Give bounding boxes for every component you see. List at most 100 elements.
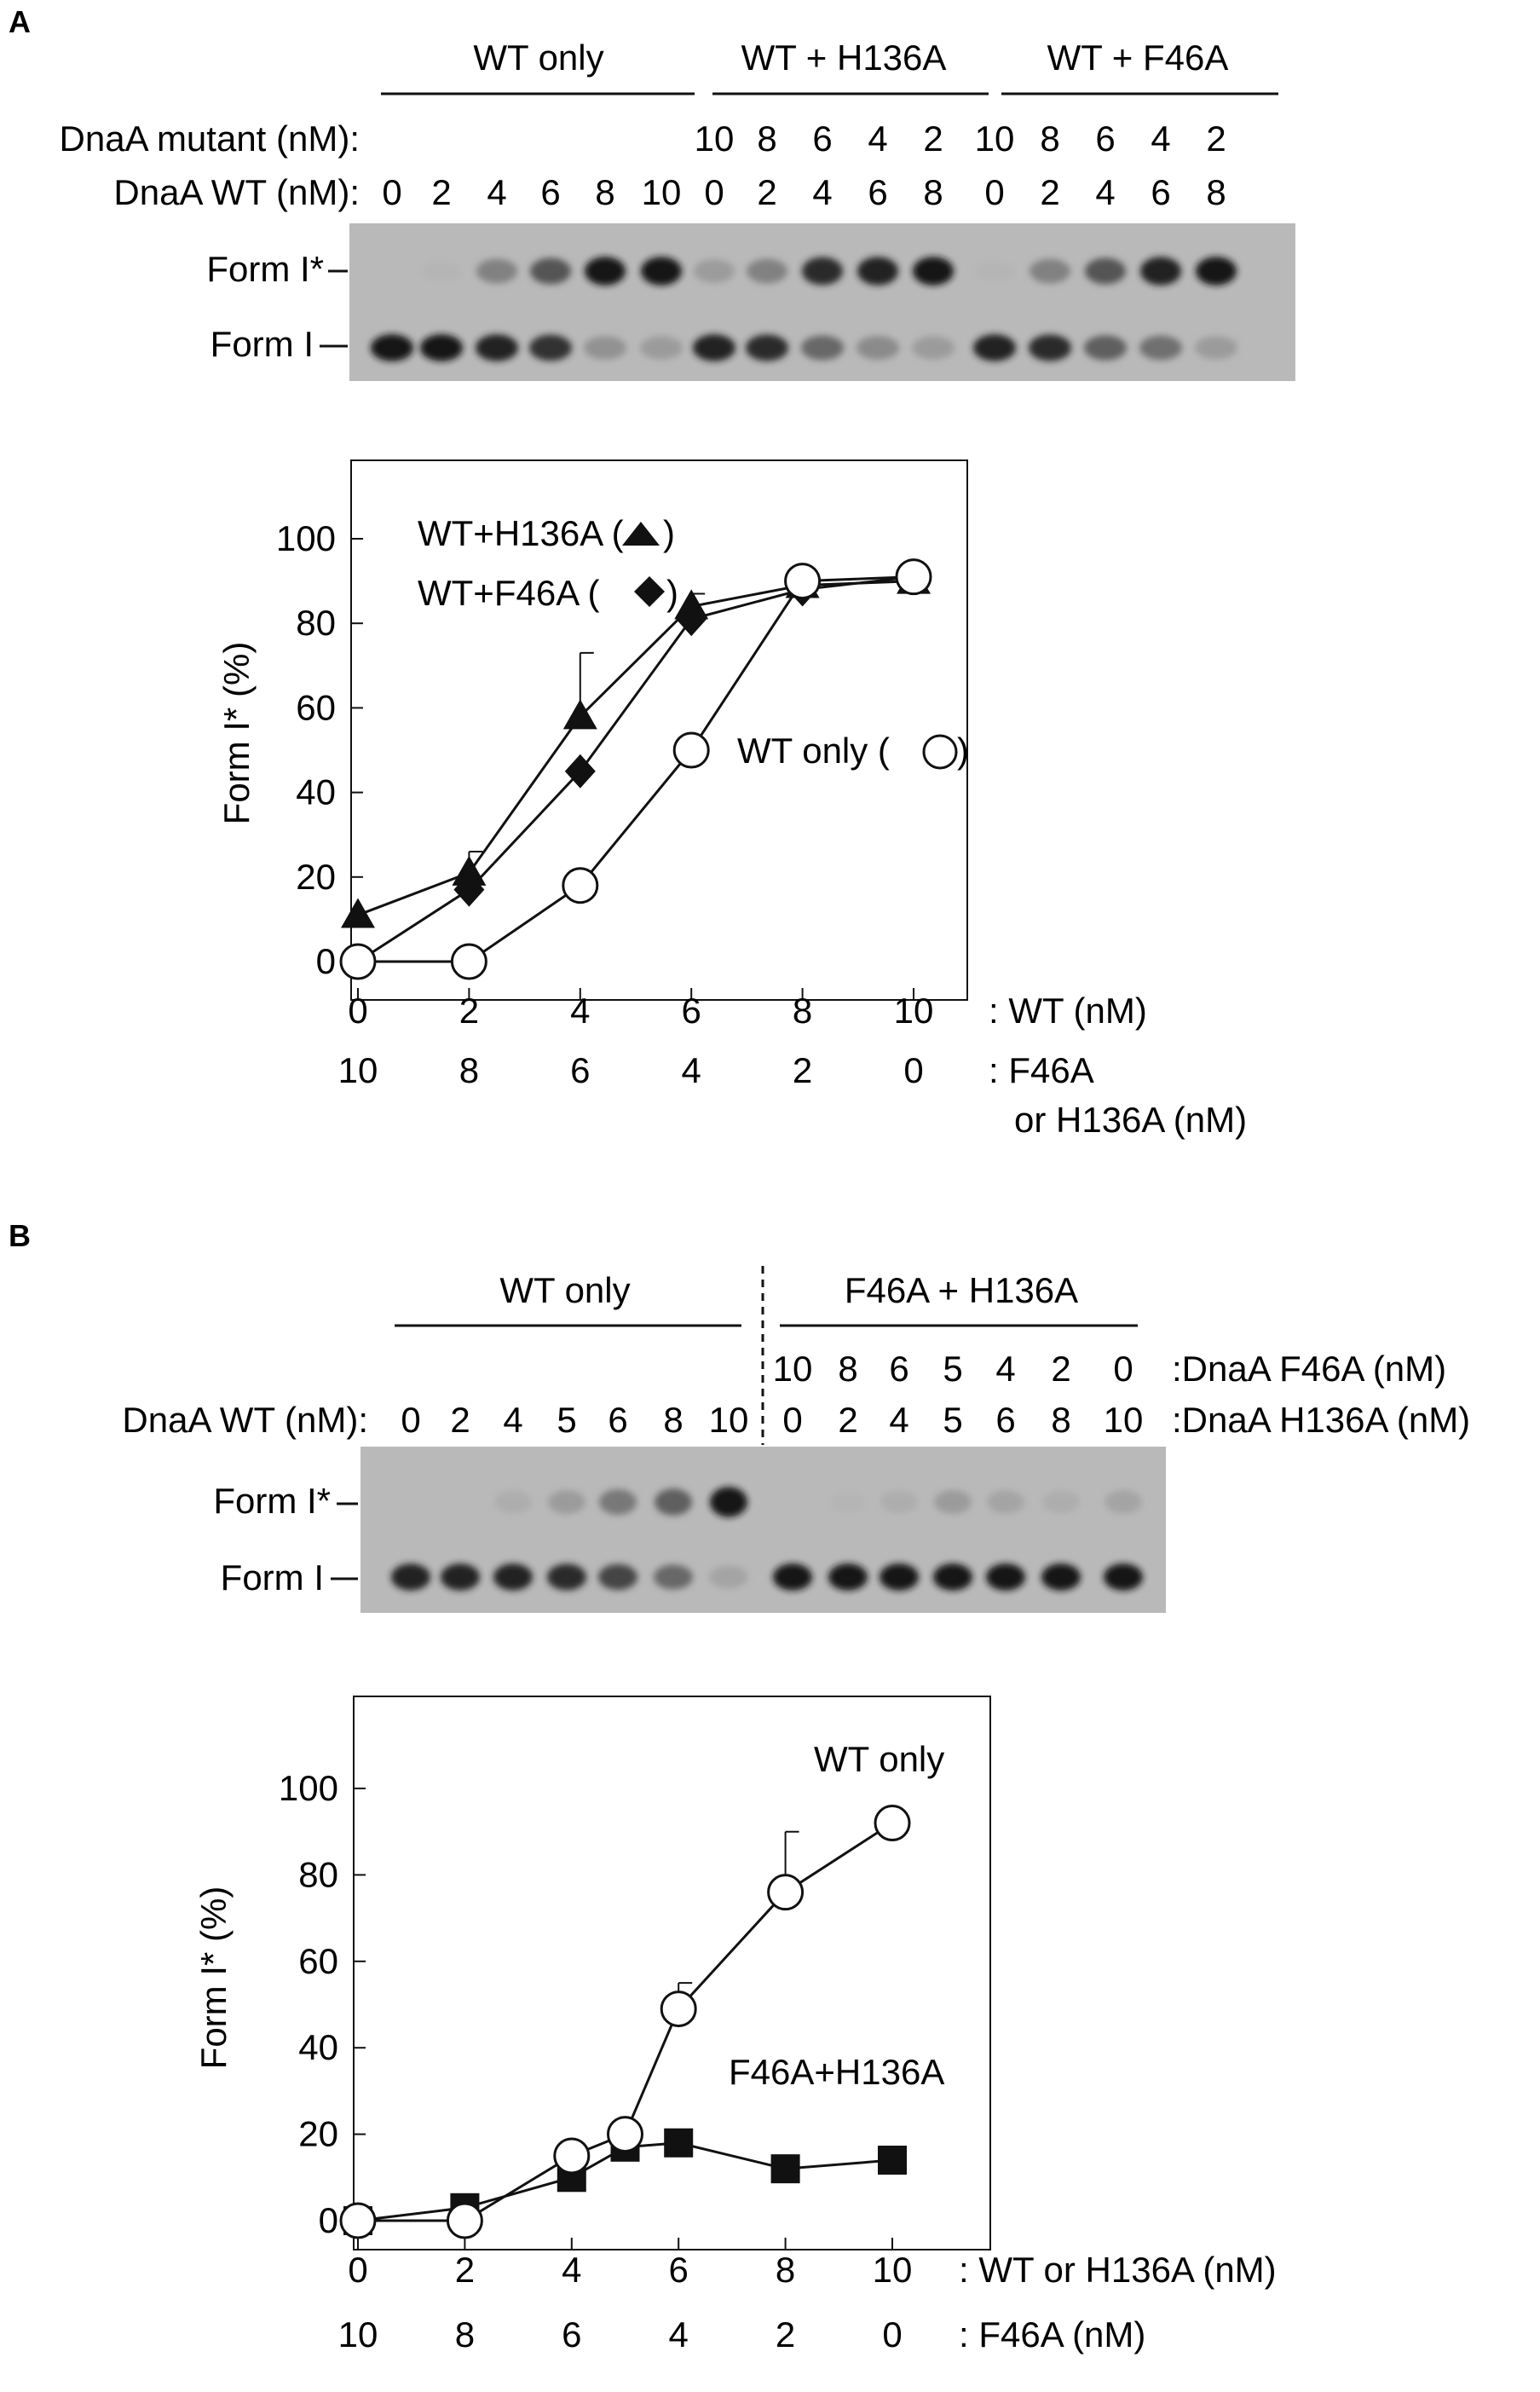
chart-b-ytick-label: 40	[298, 2027, 338, 2067]
gel-b-band-top-label: Form I*	[213, 1481, 331, 1521]
gel-b-h136a-value: 8	[1051, 1400, 1070, 1440]
chart-b-ytick-label: 80	[298, 1854, 338, 1894]
chart-a-xtick-label: 6	[682, 991, 701, 1031]
gel-b-band-form-i	[391, 1563, 430, 1591]
gel-b-band-form-i-star	[548, 1490, 585, 1514]
gel-b-band-form-i	[773, 1563, 812, 1591]
gel-a-band-form-i	[420, 334, 463, 361]
chart-a-point-diamond	[564, 754, 596, 789]
chart-b-ytick-label: 20	[298, 2114, 338, 2154]
chart-a-xtick-label-secondary: 4	[682, 1050, 701, 1090]
gel-b-h136a-value: 6	[995, 1400, 1015, 1440]
chart-b-xtick-label-secondary: 4	[669, 2314, 689, 2354]
chart-a-legend-wt-close: )	[957, 731, 969, 771]
gel-b-band-form-i	[933, 1563, 972, 1591]
gel-a-wt-value: 4	[1095, 172, 1115, 212]
gel-a-band-form-i	[801, 335, 844, 361]
chart-a-point-circle	[672, 731, 710, 769]
chart-b-point-square	[770, 2154, 800, 2184]
chart-b-ytick-label: 100	[279, 1768, 338, 1808]
gel-a-wt-value: 6	[868, 172, 887, 212]
gel-b-f46a-value: 8	[838, 1349, 857, 1389]
chart-a-xtick-label: 4	[570, 991, 590, 1031]
gel-b-band-form-i	[654, 1564, 693, 1590]
chart-a-xtick-label: 0	[348, 991, 367, 1031]
gel-b-h136a-value: 5	[943, 1400, 962, 1440]
chart-a-point-triangle	[341, 898, 375, 928]
chart-b-point-circle	[607, 2116, 643, 2153]
gel-b-f46a-value: 10	[773, 1349, 813, 1389]
gel-b-band-form-i-star	[494, 1490, 532, 1514]
chart-b-xtick-label: 0	[348, 2250, 367, 2290]
gel-a-band-form-i	[1139, 335, 1182, 361]
chart-a-point-circle	[784, 563, 822, 600]
gel-a-group-wt-h136a: WT + H136A	[741, 38, 947, 78]
chart-b-ytick-label: 0	[319, 2200, 338, 2240]
gel-b-band-form-i	[547, 1563, 586, 1591]
gel-b-band-form-i	[986, 1563, 1025, 1591]
gel-b-h136a-value: 4	[889, 1400, 908, 1440]
gel-a-band-form-i	[640, 336, 683, 360]
panel-a-letter: A	[9, 4, 31, 39]
gel-a-band-form-i	[746, 334, 788, 361]
chart-a-xlabel-top: : WT (nM)	[989, 991, 1147, 1031]
gel-a-mutant-value: 10	[695, 118, 735, 159]
gel-a-group-wt-only: WT only	[473, 38, 603, 78]
chart-b-point-circle	[446, 2202, 483, 2239]
gel-a-band-form-i-star	[802, 257, 843, 286]
gel-a-band-bottom-label: Form I	[211, 324, 314, 364]
chart-b-xtick-label-secondary: 8	[455, 2314, 475, 2354]
gel-b-wt-value: 6	[608, 1400, 627, 1440]
gel-a-wt-values: 0 2 4 6 8 10 0 2 4 6 8 0 2 4 6 8	[382, 172, 1226, 212]
chart-a-xtick-label-secondary: 0	[903, 1050, 923, 1090]
chart-a-legend-h136a: WT+H136A (	[418, 513, 624, 553]
gel-a-wt-value: 8	[595, 172, 614, 212]
chart-a-point-circle	[450, 943, 487, 980]
gel-a-band-form-i-star	[476, 258, 517, 284]
gel-a-mutant-value: 10	[975, 118, 1015, 159]
gel-a-mutant-value: 8	[757, 118, 776, 159]
gel-a-band-form-i-star	[974, 259, 1015, 283]
chart-a-xtick-label-secondary: 6	[570, 1050, 590, 1090]
gel-b-band-form-i	[441, 1563, 480, 1591]
gel-a-band-form-i-star	[747, 258, 787, 284]
chart-b-frame	[353, 1696, 991, 2250]
chart-a-legend-h136a-close: )	[663, 513, 675, 553]
chart-b-yaxis: 0 20 40 60 80 100	[279, 1768, 366, 2240]
gel-b-band-bottom-label: Form I	[221, 1557, 324, 1598]
gel-b-band-form-i	[1104, 1563, 1143, 1591]
gel-a-wt-row-label: DnaA WT (nM):	[113, 172, 360, 212]
gel-b-wt-value: 10	[709, 1400, 749, 1440]
chart-a-series-line	[357, 580, 914, 916]
chart-a-legend-circle-marker	[922, 734, 958, 770]
chart-a-xtick-label-secondary: 8	[459, 1050, 479, 1090]
gel-a-band-form-i	[973, 334, 1016, 361]
gel-a-wt-value: 0	[984, 172, 1004, 212]
chart-b-xaxis: 0 2 4 6 8 10 10 8 6 4 2 0: WT or H136A (nM): F46A (…	[338, 2238, 1277, 2354]
chart-b-xlabel-top: : WT or H136A (nM)	[959, 2250, 1277, 2290]
chart-b-xtick-label: 8	[776, 2250, 795, 2290]
gel-a-band-form-i	[693, 334, 735, 361]
chart-b-xtick-label-secondary: 2	[776, 2314, 795, 2354]
chart-b-xtick-label-secondary: 10	[338, 2314, 378, 2354]
chart-a-series-line	[358, 575, 914, 963]
chart-b-xtick-label-secondary: 0	[882, 2314, 902, 2354]
chart-a-ytick-label: 60	[296, 687, 336, 727]
chart-a-xtick-label: 8	[793, 991, 812, 1031]
gel-a-mutant-value: 8	[1040, 118, 1059, 159]
gel-a-band-form-i-star	[1030, 258, 1070, 284]
gel-a-wt-value: 4	[487, 172, 506, 212]
gel-a-band-form-i	[476, 334, 518, 361]
gel-b-group-wt-only: WT only	[499, 1270, 630, 1310]
gel-a-band-form-i-star	[530, 257, 571, 285]
gel-b-f46a-value: 2	[1051, 1349, 1070, 1389]
gel-b-f46a-value: 5	[943, 1349, 962, 1389]
gel-a-wt-value: 8	[1206, 172, 1226, 212]
gel-b-h136a-value: 0	[782, 1400, 802, 1440]
chart-a-ytick-label: 40	[296, 772, 336, 812]
gel-a-wt-value: 0	[704, 172, 724, 212]
gel-a-band-form-i	[584, 336, 626, 360]
gel-a-wt-value: 2	[757, 172, 776, 212]
